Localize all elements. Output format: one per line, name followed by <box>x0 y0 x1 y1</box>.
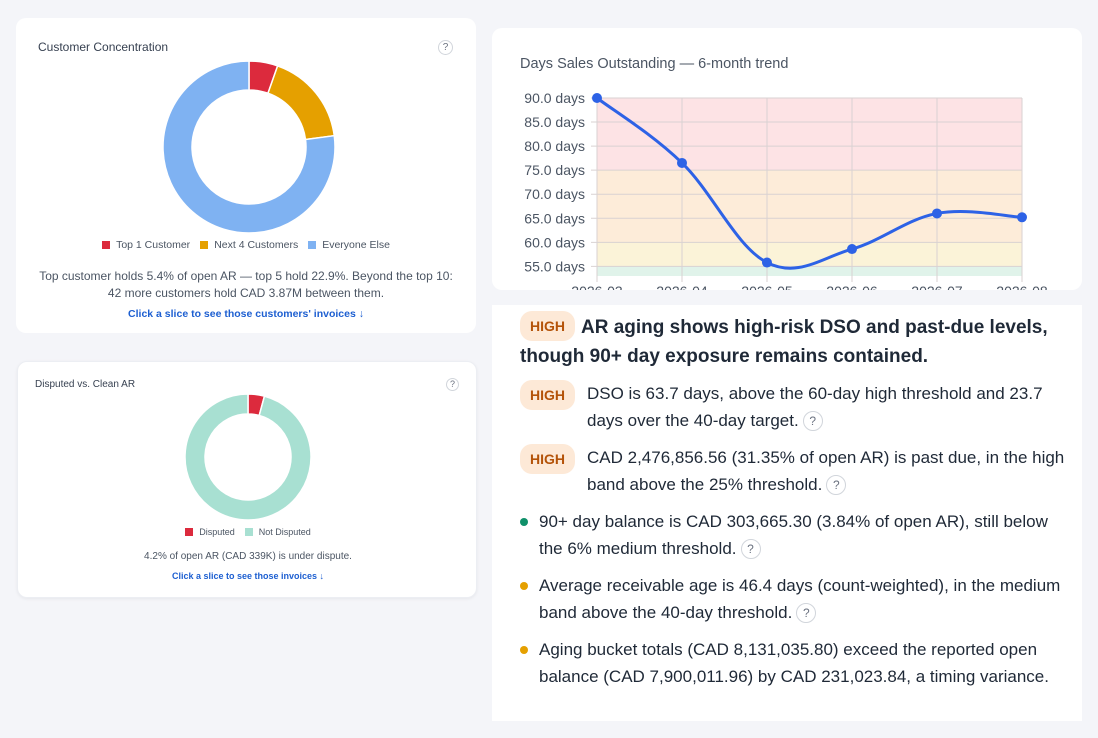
threshold-band <box>597 98 1022 171</box>
disputed-donut[interactable] <box>183 392 313 522</box>
x-tick-label: 2026-03 <box>571 283 623 290</box>
finding-badge: HIGH <box>520 380 575 410</box>
x-tick-label: 2026-06 <box>826 283 878 290</box>
concentration-title: Customer Concentration <box>38 40 169 54</box>
dso-data-point[interactable] <box>932 208 942 219</box>
y-tick-label: 80.0 days <box>524 138 585 154</box>
concentration-donut[interactable] <box>159 57 339 237</box>
y-tick-label: 85.0 days <box>524 114 585 130</box>
slice-everyone-else[interactable] <box>162 60 336 234</box>
summary-badge: HIGH <box>520 311 575 341</box>
legend-label: Everyone Else <box>322 239 390 251</box>
slice-next-4-customers[interactable] <box>267 64 336 141</box>
legend-swatch <box>308 241 317 249</box>
concentration-legend-item[interactable]: Everyone Else <box>308 239 390 251</box>
finding-text: DSO is 63.7 days, above the 60-day high … <box>587 384 1043 430</box>
status-dot-icon <box>520 646 528 654</box>
threshold-band <box>597 266 1022 276</box>
y-tick-label: 60.0 days <box>524 234 585 250</box>
y-tick-label: 55.0 days <box>524 258 585 274</box>
disputed-legend-item[interactable]: Not Disputed <box>244 527 311 537</box>
legend-swatch <box>244 528 253 536</box>
findings-card: HIGH AR aging shows high-risk DSO and pas… <box>492 305 1082 721</box>
finding-help-button[interactable]: ? <box>796 603 817 623</box>
threshold-band <box>597 242 1022 267</box>
customer-concentration-card: Customer Concentration ? Top 1 Customer N… <box>16 18 476 333</box>
finding-help-button[interactable]: ? <box>802 411 823 431</box>
concentration-caption-line1: Top customer holds 5.4% of open AR — top… <box>39 269 453 283</box>
dso-chart-title: Days Sales Outstanding — 6-month trend <box>520 56 789 72</box>
finding-text: Average receivable age is 46.4 days (cou… <box>539 576 1061 622</box>
summary-headline-row: HIGH AR aging shows high-risk DSO and pas… <box>520 311 1065 371</box>
finding-item: Average receivable age is 46.4 days (cou… <box>520 572 1065 626</box>
legend-label: Top 1 Customer <box>116 239 191 251</box>
concentration-legend-item[interactable]: Next 4 Customers <box>200 239 298 251</box>
status-dot-icon <box>520 518 528 526</box>
threshold-band <box>597 170 1022 243</box>
finding-item: Aging bucket totals (CAD 8,131,035.80) e… <box>520 636 1065 690</box>
concentration-invoices-link[interactable]: Click a slice to see those customers' in… <box>128 308 364 320</box>
dso-chart-card: Days Sales Outstanding — 6-month trend 9… <box>492 28 1082 290</box>
concentration-caption: Top customer holds 5.4% of open AR — top… <box>26 268 466 302</box>
legend-label: Next 4 Customers <box>214 239 299 251</box>
finding-badge: HIGH <box>520 444 575 474</box>
x-tick-label: 2026-04 <box>656 283 708 290</box>
dso-data-point[interactable] <box>1017 212 1027 223</box>
finding-item: HIGH CAD 2,476,856.56 (31.35% of open AR… <box>520 444 1065 498</box>
x-tick-label: 2026-07 <box>911 283 963 290</box>
legend-label: Disputed <box>199 527 235 537</box>
dso-data-point[interactable] <box>762 257 772 268</box>
disputed-help-button[interactable]: ? <box>446 378 459 391</box>
disputed-caption: 4.2% of open AR (CAD 339K) is under disp… <box>144 551 352 562</box>
legend-label: Not Disputed <box>258 527 311 537</box>
disputed-title: Disputed vs. Clean AR <box>35 379 136 390</box>
slice-not-disputed[interactable] <box>184 393 312 521</box>
finding-item: HIGH DSO is 63.7 days, above the 60-day … <box>520 380 1065 434</box>
disputed-invoices-link[interactable]: Click a slice to see those invoices ↓ <box>171 571 325 581</box>
disputed-card: Disputed vs. Clean AR ? Disputed Not Disp… <box>17 361 477 598</box>
concentration-help-button[interactable]: ? <box>438 40 453 55</box>
dso-data-point[interactable] <box>592 93 602 103</box>
concentration-legend: Top 1 Customer Next 4 Customers Everyone E… <box>16 239 476 251</box>
y-tick-label: 90.0 days <box>524 90 585 106</box>
x-tick-label: 2026-05 <box>741 283 793 290</box>
finding-help-button[interactable]: ? <box>740 539 761 559</box>
y-tick-label: 65.0 days <box>524 210 585 226</box>
finding-text: CAD 2,476,856.56 (31.35% of open AR) is … <box>587 448 1065 494</box>
summary-headline: AR aging shows high-risk DSO and past-du… <box>520 317 1048 367</box>
y-tick-label: 75.0 days <box>524 162 585 178</box>
y-tick-label: 70.0 days <box>524 186 585 202</box>
finding-text: Aging bucket totals (CAD 8,131,035.80) e… <box>539 640 1049 686</box>
legend-swatch <box>200 241 209 249</box>
x-tick-label: 2026-08 <box>996 283 1048 290</box>
legend-swatch <box>185 528 194 536</box>
status-dot-icon <box>520 582 528 590</box>
concentration-caption-line2: 42 more customers hold CAD 3.87M between… <box>107 286 385 300</box>
dso-data-point[interactable] <box>847 244 857 255</box>
finding-text: 90+ day balance is CAD 303,665.30 (3.84%… <box>539 512 1048 558</box>
dso-data-point[interactable] <box>677 157 687 168</box>
disputed-legend-item[interactable]: Disputed <box>185 527 235 537</box>
finding-item: 90+ day balance is CAD 303,665.30 (3.84%… <box>520 508 1065 562</box>
dso-chart: 90.0 days 85.0 days 80.0 days 75.0 days 70.0… <box>524 90 1048 290</box>
legend-swatch <box>102 241 111 249</box>
concentration-legend-item[interactable]: Top 1 Customer <box>102 239 190 251</box>
disputed-legend: Disputed Not Disputed <box>18 527 478 537</box>
finding-help-button[interactable]: ? <box>826 475 847 495</box>
